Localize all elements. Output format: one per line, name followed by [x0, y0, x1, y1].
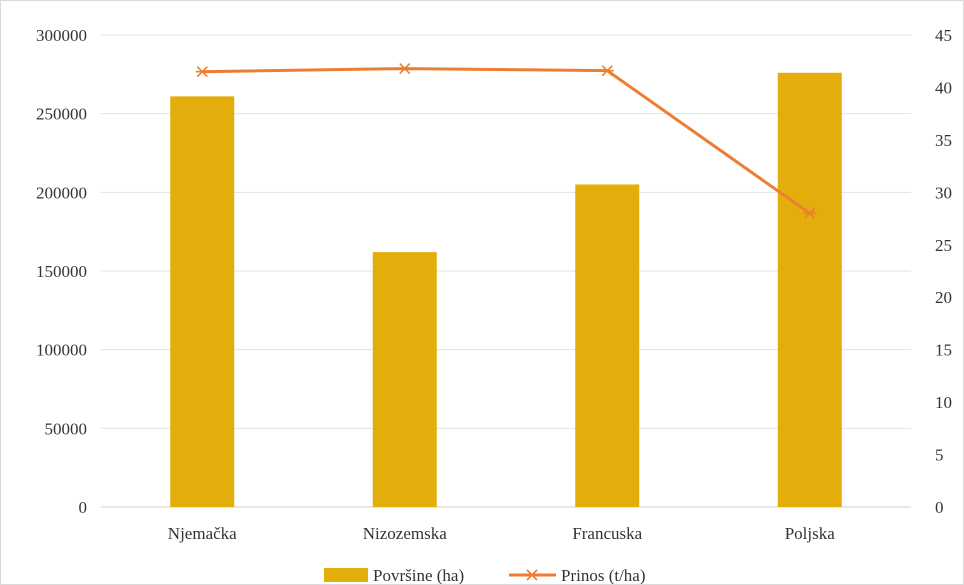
right-tick-label: 15	[935, 341, 952, 360]
left-axis: 0 50000 100000 150000 200000 250000 300000	[36, 26, 87, 517]
left-tick-label: 300000	[36, 26, 87, 45]
right-tick-label: 20	[935, 288, 952, 307]
left-tick-label: 0	[79, 498, 88, 517]
right-tick-label: 5	[935, 446, 944, 465]
bar	[170, 96, 235, 508]
right-tick-label: 25	[935, 236, 952, 255]
legend-swatch-marker	[525, 569, 539, 581]
category-labels: Njemačka Nizozemska Francuska Poljska	[168, 524, 835, 543]
legend-label-line: Prinos (t/ha)	[561, 566, 646, 584]
category-label: Francuska	[572, 524, 642, 543]
line-point	[803, 207, 817, 219]
right-tick-label: 40	[935, 78, 952, 97]
left-tick-label: 250000	[36, 105, 87, 124]
bar-series	[170, 72, 842, 508]
bar	[575, 184, 640, 507]
category-label: Poljska	[785, 524, 836, 543]
bar	[372, 252, 437, 507]
line-point	[195, 66, 209, 78]
legend-label-bar: Površine (ha)	[373, 566, 464, 584]
legend-swatch-bar	[324, 568, 368, 582]
line-point	[600, 65, 614, 77]
line-point	[398, 62, 412, 75]
legend: Površine (ha) Prinos (t/ha)	[324, 566, 646, 584]
right-tick-label: 35	[935, 131, 952, 150]
left-tick-label: 150000	[36, 262, 87, 281]
left-tick-label: 100000	[36, 341, 87, 360]
right-tick-label: 45	[935, 26, 952, 45]
line-series	[195, 62, 817, 219]
line-path	[202, 67, 811, 215]
right-axis: 0 5 10 15 20 25 30 35 40 45	[935, 26, 952, 517]
left-tick-label: 200000	[36, 183, 87, 202]
left-tick-label: 50000	[45, 419, 88, 438]
gridlines	[101, 34, 911, 429]
right-tick-label: 30	[935, 183, 952, 202]
category-label: Njemačka	[168, 524, 237, 543]
bar	[777, 72, 842, 507]
category-label: Nizozemska	[363, 524, 447, 543]
right-tick-label: 0	[935, 498, 944, 517]
right-tick-label: 10	[935, 393, 952, 412]
